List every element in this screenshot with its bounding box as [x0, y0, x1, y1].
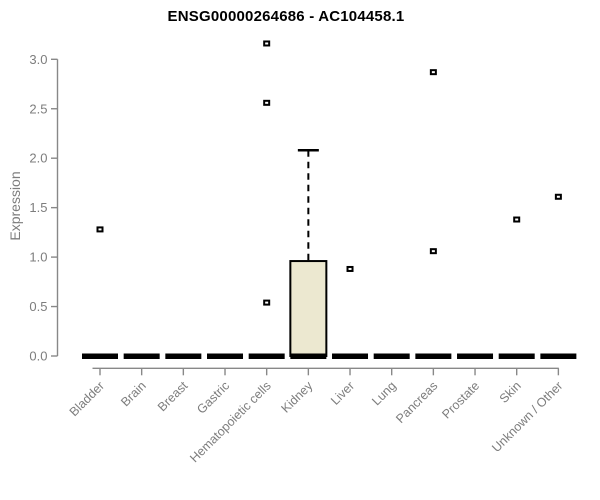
y-tick-label: 0.5 — [29, 299, 47, 314]
median-bar — [248, 353, 285, 359]
outlier-point-center — [556, 195, 560, 198]
x-category-label: Brain — [118, 379, 149, 410]
median-bar — [457, 353, 494, 359]
x-category-label: Prostate — [439, 379, 482, 422]
chart-title: ENSG00000264686 - AC104458.1 — [167, 8, 405, 25]
x-category-label: Bladder — [67, 379, 107, 419]
outlier-point-center — [265, 42, 269, 45]
median-bar — [123, 353, 160, 359]
outlier-point-center — [265, 101, 269, 104]
outlier-point-center — [515, 218, 519, 221]
x-category-label: Pancreas — [393, 379, 440, 426]
median-bar — [82, 353, 118, 359]
y-tick-label: 2.0 — [29, 151, 47, 166]
median-bar — [415, 353, 452, 359]
x-category-label: Kidney — [279, 378, 316, 415]
y-tick-label: 3.0 — [29, 52, 47, 67]
x-category-label: Breast — [155, 378, 191, 414]
box-body — [289, 260, 328, 357]
median-bar — [332, 353, 369, 359]
median-bar — [290, 353, 327, 359]
y-tick-label: 0.0 — [29, 349, 47, 364]
median-bar — [498, 353, 535, 359]
outlier-point-center — [431, 250, 435, 253]
y-tick-label: 1.5 — [29, 200, 47, 215]
x-category-label: Liver — [328, 379, 357, 408]
y-tick-label: 1.0 — [29, 250, 47, 265]
x-category-label: Hematopoietic cells — [187, 379, 274, 466]
median-bar — [207, 353, 244, 359]
x-category-label: Gastric — [194, 379, 232, 417]
median-bar — [373, 353, 410, 359]
outlier-point-center — [265, 301, 269, 304]
median-bar — [165, 353, 202, 359]
x-category-label: Skin — [497, 379, 524, 406]
y-tick-label: 2.5 — [29, 101, 47, 116]
outlier-point-center — [348, 267, 352, 270]
outlier-point-center — [431, 71, 435, 74]
x-category-label: Unknown / Other — [489, 379, 565, 455]
outlier-point-center — [98, 228, 102, 231]
x-category-label: Lung — [369, 379, 399, 409]
median-bar — [540, 353, 577, 359]
